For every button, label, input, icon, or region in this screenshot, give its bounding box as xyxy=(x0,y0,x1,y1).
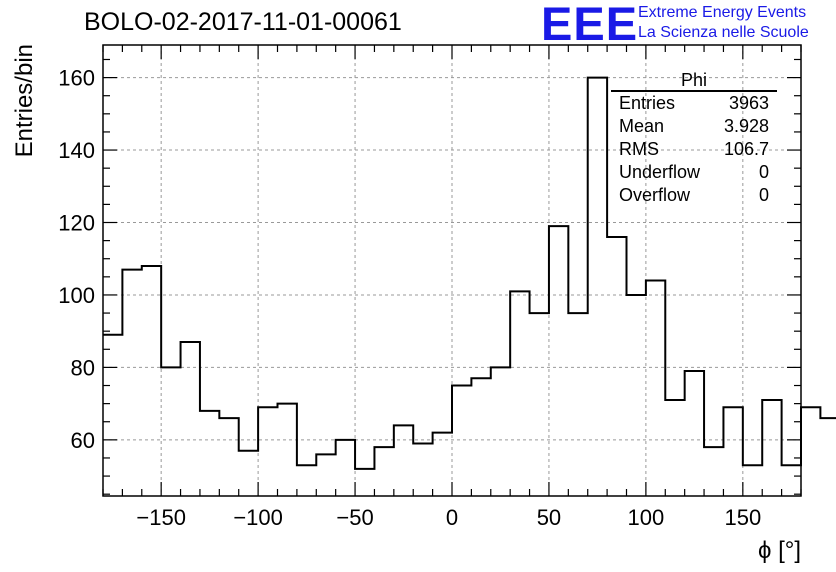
stats-label: Underflow xyxy=(619,162,701,182)
stats-row-rms: RMS 106.7 xyxy=(611,138,777,161)
x-tick-label: 150 xyxy=(724,505,761,530)
stats-value: 0 xyxy=(758,185,769,205)
stats-box: Phi Entries 3963 Mean 3.928 RMS 106.7 Un… xyxy=(611,70,777,207)
y-tick-label: 100 xyxy=(58,283,95,308)
stats-label: Entries xyxy=(619,93,676,113)
stats-label: RMS xyxy=(619,139,659,159)
y-axis-label: Entries/bin xyxy=(11,44,38,157)
y-tick-labels: 60 80 100 120 140 160 xyxy=(58,66,95,453)
stats-title: Phi xyxy=(611,70,777,92)
chart-title: BOLO-02-2017-11-01-00061 xyxy=(84,8,402,36)
eee-logo: EEE xyxy=(541,0,639,50)
y-tick-label: 120 xyxy=(58,211,95,236)
stats-row-overflow: Overflow 0 xyxy=(611,184,777,207)
x-tick-label: −50 xyxy=(336,505,373,530)
x-axis-label: ϕ [°] xyxy=(758,537,801,564)
x-tick-label: 100 xyxy=(628,505,665,530)
y-tick-label: 140 xyxy=(58,138,95,163)
stats-value: 0 xyxy=(758,162,769,182)
stats-value: 106.7 xyxy=(723,139,769,159)
y-tick-label: 60 xyxy=(71,428,95,453)
brand-line-1: Extreme Energy Events xyxy=(638,4,807,21)
stats-row-mean: Mean 3.928 xyxy=(611,115,777,138)
x-tick-label: 50 xyxy=(537,505,561,530)
stats-value: 3963 xyxy=(728,93,769,113)
stats-row-entries: Entries 3963 xyxy=(611,92,777,115)
x-tick-label: −150 xyxy=(136,505,186,530)
stats-value: 3.928 xyxy=(723,116,769,136)
axis-ticks xyxy=(102,45,802,496)
y-tick-label: 80 xyxy=(71,355,95,380)
y-tick-label: 160 xyxy=(58,66,95,91)
brand-line-2: La Scienza nelle Scuole xyxy=(638,24,809,41)
x-tick-labels: −150 −100 −50 0 50 100 150 xyxy=(136,505,761,530)
x-tick-label: 0 xyxy=(446,505,458,530)
grid-lines xyxy=(103,45,801,496)
plot-frame xyxy=(102,44,802,497)
histogram-series xyxy=(103,76,836,470)
x-tick-label: −100 xyxy=(233,505,283,530)
stats-label: Overflow xyxy=(619,185,691,205)
stats-label: Mean xyxy=(619,116,665,136)
stats-row-underflow: Underflow 0 xyxy=(611,161,777,184)
